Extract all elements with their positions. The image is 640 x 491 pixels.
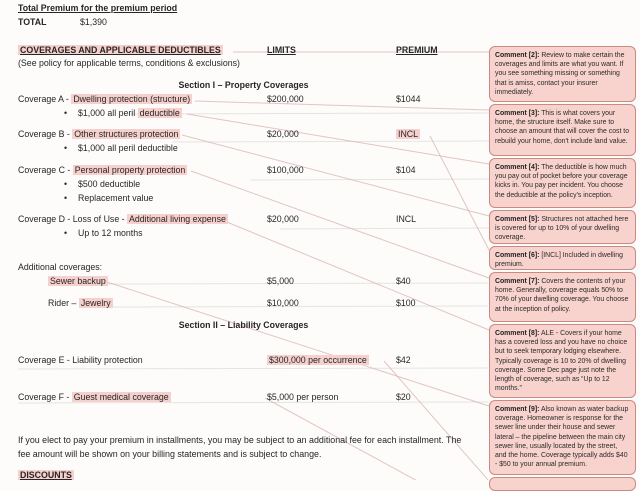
- comment-text: ALE - Covers if your home has a covered …: [495, 330, 628, 393]
- comment-label: Comment [8]:: [495, 330, 540, 337]
- coverage-d-name: Additional living expense: [127, 214, 228, 224]
- comment-label: Comment [7]:: [495, 278, 540, 285]
- total-value: $1,390: [80, 17, 107, 27]
- coverage-row-d: Coverage D - Loss of Use - Additional li…: [18, 214, 417, 224]
- coverage-row-f: Coverage F - Guest medical coverage $5,0…: [18, 392, 411, 402]
- comment-box-5[interactable]: Comment [5]: Structures not attached her…: [489, 210, 636, 244]
- coverage-f-limit: $5,000 per person: [267, 392, 339, 402]
- comment-box-3[interactable]: Comment [3]: This is what covers your ho…: [489, 104, 636, 156]
- coverage-e-premium: $42: [396, 355, 411, 365]
- table-header-row: COVERAGES AND APPLICABLE DEDUCTIBLES LIM…: [0, 45, 487, 55]
- comment-text: This is what covers your home, the struc…: [495, 110, 630, 145]
- coverage-c-name: Personal property protection: [72, 165, 188, 175]
- comment-text: The deductible is how much you pay out o…: [495, 164, 628, 199]
- comment-text: Review to make certain the coverages and…: [495, 52, 625, 96]
- coverage-b-name: Other structures protection: [72, 129, 181, 139]
- comment-label: Comment [2]:: [495, 52, 540, 59]
- comment-label: Comment [6]:: [495, 252, 540, 259]
- comment-label: Comment [4]:: [495, 164, 540, 171]
- bullet-icon: •: [64, 179, 68, 189]
- page-title: Total Premium for the premium period: [18, 3, 178, 13]
- jewelry-name: Jewelry: [78, 298, 113, 308]
- comment-box-9[interactable]: Comment [9]: Also known as water backup …: [489, 400, 636, 475]
- coverage-f-name: Guest medical coverage: [71, 392, 171, 402]
- coverage-b-premium: INCL: [396, 129, 421, 139]
- coverage-row-c: Coverage C - Personal property protectio…: [18, 165, 416, 175]
- bullet-icon: •: [64, 193, 68, 203]
- comment-box-2[interactable]: Comment [2]: Review to make certain the …: [489, 46, 636, 102]
- comment-text: [INCL] Included in dwelling premium.: [495, 252, 623, 269]
- comment-text: Covers the contents of your home. Genera…: [495, 278, 629, 313]
- bullet-icon: •: [64, 228, 68, 238]
- coverage-a-name: Dwelling protection (structure): [71, 94, 193, 104]
- comment-box-8[interactable]: Comment [8]: ALE - Covers if your home h…: [489, 324, 636, 398]
- policy-note: (See policy for applicable terms, condit…: [18, 58, 240, 68]
- comment-box-4[interactable]: Comment [4]: The deductible is how much …: [489, 158, 636, 208]
- comment-label: Comment [5]:: [495, 216, 540, 223]
- review-comments-panel: Comment [2]: Review to make certain the …: [489, 0, 640, 491]
- additional-row-rider-jewelry: Rider – Jewelry $10,000 $100: [48, 298, 416, 308]
- coverage-d-limit: $20,000: [267, 214, 299, 224]
- coverage-b-limit: $20,000: [267, 129, 299, 139]
- total-label: TOTAL: [18, 17, 47, 27]
- installment-paragraph: If you elect to pay your premium in inst…: [18, 435, 462, 459]
- section2-heading: Section II – Liability Coverages: [178, 320, 309, 330]
- coverage-f-premium: $20: [396, 392, 411, 402]
- bullet-icon: •: [64, 108, 68, 118]
- comment-label: Comment [9]:: [495, 406, 540, 413]
- discounts-heading: DISCOUNTS: [18, 470, 74, 480]
- additional-coverages-label: Additional coverages:: [18, 262, 103, 272]
- total-row: TOTAL $1,390: [0, 17, 487, 27]
- coverage-row-e: Coverage E - Liability protection $300,0…: [18, 355, 411, 365]
- comment-box-7[interactable]: Comment [7]: Covers the contents of your…: [489, 272, 636, 322]
- comment-text: Also known as water backup coverage. Hom…: [495, 406, 629, 469]
- policy-document: Total Premium for the premium period TOT…: [0, 3, 487, 480]
- coverage-a-premium: $1044: [396, 94, 421, 104]
- comment-box-6[interactable]: Comment [6]: [INCL] Included in dwelling…: [489, 246, 636, 270]
- comment-box-partial[interactable]: [489, 477, 636, 491]
- premium-header: PREMIUM: [396, 45, 438, 55]
- coverage-a-limit: $200,000: [267, 94, 304, 104]
- coverages-header: COVERAGES AND APPLICABLE DEDUCTIBLES: [18, 45, 223, 55]
- sewer-backup-name: Sewer backup: [48, 276, 108, 286]
- coverage-row-a: Coverage A - Dwelling protection (struct…: [18, 94, 421, 104]
- additional-row-sewer-backup: Sewer backup $5,000 $40: [48, 276, 411, 286]
- bullet-icon: •: [64, 143, 68, 153]
- comment-text: Structures not attached here is covered …: [495, 216, 629, 242]
- coverage-d-premium: INCL: [396, 214, 417, 224]
- section1-heading: Section I – Property Coverages: [178, 80, 309, 90]
- coverage-c-limit: $100,000: [267, 165, 304, 175]
- limits-header: LIMITS: [267, 45, 296, 55]
- coverage-row-b: Coverage B - Other structures protection…: [18, 129, 421, 139]
- comment-label: Comment [3]:: [495, 110, 540, 117]
- coverage-c-premium: $104: [396, 165, 416, 175]
- coverage-e-limit: $300,000 per occurrence: [267, 355, 369, 365]
